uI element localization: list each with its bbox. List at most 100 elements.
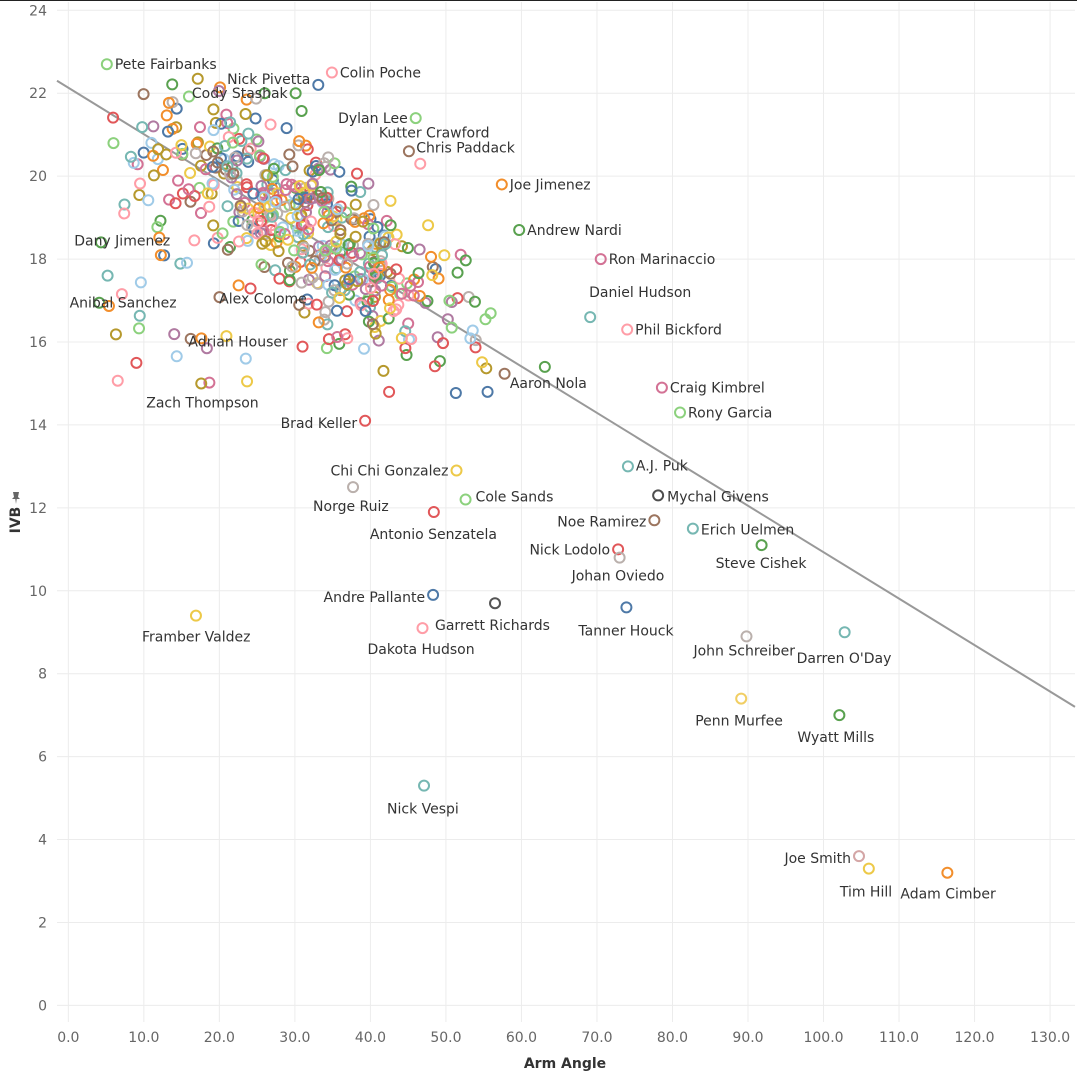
- data-point: [174, 257, 187, 270]
- data-point: [280, 122, 293, 135]
- data-point: [330, 304, 343, 317]
- data-point: [201, 187, 214, 200]
- data-point: [207, 103, 220, 116]
- point-label: Andrew Nardi: [527, 223, 622, 239]
- data-point: [95, 236, 108, 249]
- data-point: [384, 219, 397, 232]
- data-point: [266, 170, 279, 183]
- data-point: [286, 160, 299, 173]
- data-point: [375, 279, 388, 292]
- data-point: [343, 273, 356, 286]
- data-point: [358, 342, 371, 355]
- data-point: [226, 136, 239, 149]
- data-point: [432, 272, 445, 285]
- point-layer: [93, 58, 954, 879]
- point-label: John Schreiber: [692, 643, 795, 659]
- data-point: [166, 78, 179, 91]
- data-point: [390, 303, 403, 316]
- data-point: [130, 356, 143, 369]
- data-point: [251, 216, 264, 229]
- point-label: Chris Paddack: [416, 141, 515, 157]
- data-point: [169, 197, 182, 210]
- data-point: [235, 135, 248, 148]
- data-point: [359, 282, 372, 295]
- point-label: Aaron Nola: [510, 376, 587, 392]
- data-point: [354, 186, 367, 199]
- point-label: Mychal Givens: [667, 489, 769, 505]
- data-point: [319, 244, 332, 257]
- data-point: [216, 227, 229, 240]
- point-label: Tim Hill: [839, 885, 892, 901]
- tick-layer: 0.0 10.0 20.0 30.0 40.0 50.0 60.0 70.0 80.0 90.0 1…: [29, 3, 1070, 1046]
- data-point: [224, 116, 237, 129]
- data-point: [261, 169, 274, 182]
- labeled-data-point: [118, 207, 131, 220]
- labeled-data-point: [459, 493, 472, 506]
- data-point: [295, 104, 308, 117]
- labeled-data-point: [450, 464, 463, 477]
- data-point: [272, 245, 285, 258]
- labeled-data-point: [612, 543, 625, 556]
- data-point: [133, 189, 146, 202]
- data-point: [109, 328, 122, 341]
- data-point: [220, 330, 233, 343]
- point-label: Nick Lodolo: [529, 542, 610, 558]
- data-point: [318, 205, 331, 218]
- data-point: [395, 240, 408, 253]
- data-point: [349, 198, 362, 211]
- y-tick-label: 10: [29, 584, 47, 600]
- data-point: [449, 386, 462, 399]
- data-point: [200, 342, 213, 355]
- data-point: [333, 291, 346, 304]
- pin-icon: [12, 492, 20, 504]
- point-label: Steve Cishek: [716, 556, 808, 572]
- point-label: Norge Ruiz: [313, 499, 389, 515]
- x-tick-label: 40.0: [355, 1030, 386, 1046]
- data-point: [445, 321, 458, 334]
- data-point: [247, 187, 260, 200]
- data-point: [115, 288, 128, 301]
- data-point: [275, 194, 288, 207]
- data-point: [134, 177, 147, 190]
- data-point: [334, 227, 347, 240]
- data-point: [295, 276, 308, 289]
- data-point: [399, 325, 412, 338]
- x-tick-label: 120.0: [955, 1030, 995, 1046]
- labeled-data-point: [621, 460, 634, 473]
- labeled-data-point: [239, 352, 252, 365]
- y-tick-label: 8: [38, 667, 47, 683]
- data-point: [341, 305, 354, 318]
- data-point: [342, 239, 355, 252]
- data-point: [468, 295, 481, 308]
- data-point: [426, 269, 439, 282]
- data-point: [145, 136, 158, 149]
- data-point: [250, 133, 263, 146]
- labeled-data-point: [402, 145, 415, 158]
- data-point: [286, 260, 299, 273]
- data-point: [240, 178, 253, 191]
- y-tick-label: 14: [29, 418, 47, 434]
- labeled-data-point: [489, 597, 502, 610]
- data-point: [134, 276, 147, 289]
- y-tick-label: 6: [38, 750, 47, 766]
- data-point: [292, 193, 305, 206]
- point-label: Nick Vespi: [387, 802, 459, 818]
- labeled-data-point: [100, 58, 113, 71]
- labeled-data-point: [312, 78, 325, 91]
- data-point: [254, 149, 267, 162]
- point-label: Wyatt Mills: [797, 730, 874, 746]
- data-point: [390, 263, 403, 276]
- data-point: [221, 160, 234, 173]
- data-point: [252, 135, 265, 148]
- data-point: [182, 183, 195, 196]
- data-point: [283, 148, 296, 161]
- data-point: [172, 174, 185, 187]
- data-point: [302, 223, 315, 236]
- data-point: [330, 242, 343, 255]
- data-point: [154, 214, 167, 227]
- data-point: [304, 215, 317, 228]
- point-label: Dylan Lee: [338, 111, 408, 127]
- data-point: [191, 136, 204, 149]
- labeled-data-point: [853, 850, 866, 863]
